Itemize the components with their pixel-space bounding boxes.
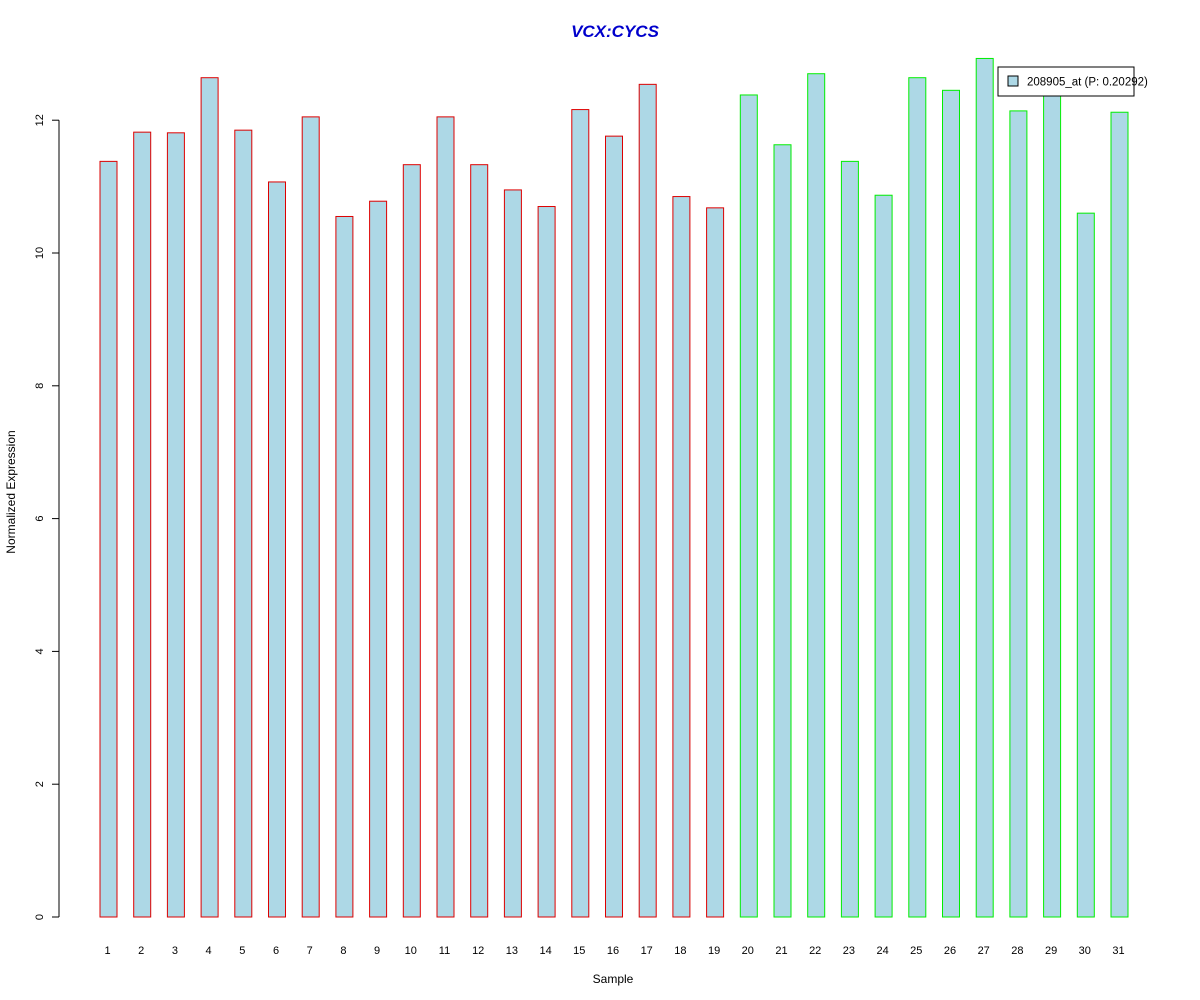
bar-sample-11 [436, 116, 455, 918]
x-tick-label: 3 [172, 945, 178, 957]
x-tick-label: 1 [104, 945, 110, 957]
bar-sample-29 [1043, 93, 1062, 918]
x-tick-label: 22 [809, 945, 821, 957]
x-tick-label: 20 [742, 945, 754, 957]
x-tick-label: 8 [340, 945, 346, 957]
bar-sample-30 [1076, 212, 1095, 918]
x-tick-label: 6 [273, 945, 279, 957]
legend-label: 208905_at (P: 0.20292) [1027, 77, 1148, 89]
y-tick-label: 2 [34, 781, 46, 787]
bar-sample-27 [975, 57, 994, 918]
x-tick-label: 26 [944, 945, 956, 957]
bar-sample-23 [840, 160, 859, 918]
x-tick-label: 19 [708, 945, 720, 957]
x-tick-labels: 1 2 3 4 5 6 7 8 9 10 11 12 13 14 15 16 17 18 19 20 21 22 23 24 2… [104, 945, 1124, 957]
bar-sample-20 [739, 94, 758, 918]
bar-sample-18 [672, 196, 691, 918]
chart-title: VCX:CYCS [571, 22, 660, 41]
x-tick-label: 2 [138, 945, 144, 957]
x-tick-label: 18 [674, 945, 686, 957]
y-tick-label: 10 [34, 247, 46, 259]
bar-sample-8 [335, 215, 354, 918]
bar-sample-9 [369, 200, 388, 918]
y-tick-label: 12 [34, 114, 46, 126]
x-tick-label: 23 [843, 945, 855, 957]
x-tick-label: 27 [978, 945, 990, 957]
y-tick-label: 8 [34, 383, 46, 389]
x-tick-label: 12 [472, 945, 484, 957]
bar-sample-14 [537, 206, 556, 918]
y-tick-label: 4 [34, 648, 46, 654]
bar-sample-31 [1110, 111, 1129, 918]
bar-sample-24 [874, 194, 893, 918]
x-tick-label: 25 [910, 945, 922, 957]
bar-sample-17 [638, 83, 657, 918]
x-tick-label: 13 [506, 945, 518, 957]
bar-sample-13 [503, 189, 522, 918]
bar-sample-4 [200, 77, 219, 918]
x-tick-label: 16 [607, 945, 619, 957]
bar-sample-22 [807, 73, 826, 918]
x-tick-label: 7 [307, 945, 313, 957]
x-tick-label: 24 [876, 945, 888, 957]
x-tick-label: 30 [1079, 945, 1091, 957]
bar-sample-26 [942, 89, 960, 918]
x-tick-label: 28 [1011, 945, 1023, 957]
legend-swatch [1007, 75, 1019, 87]
y-tick-label: 6 [34, 516, 46, 522]
x-tick-label: 29 [1045, 945, 1057, 957]
x-axis-label: Sample [593, 972, 634, 986]
bar-sample-16 [605, 135, 623, 918]
bar-sample-28 [1009, 110, 1028, 918]
y-tick-label: 0 [34, 914, 46, 920]
bar-sample-7 [301, 116, 320, 918]
legend: 208905_at (P: 0.20292) [997, 66, 1148, 97]
x-tick-label: 5 [239, 945, 245, 957]
x-tick-label: 14 [539, 945, 551, 957]
bar-sample-3 [166, 132, 185, 918]
x-tick-label: 31 [1112, 945, 1124, 957]
x-tick-label: 4 [206, 945, 212, 957]
bar-sample-15 [571, 109, 590, 918]
bar-sample-10 [402, 164, 421, 918]
x-tick-label: 17 [641, 945, 653, 957]
x-tick-label: 10 [405, 945, 417, 957]
bar-sample-6 [268, 181, 286, 918]
bar-sample-5 [234, 129, 253, 918]
x-tick-label: 9 [374, 945, 380, 957]
bar-sample-12 [470, 164, 489, 918]
y-axis: 0 2 4 6 8 10 12 [34, 114, 60, 920]
bar-sample-19 [706, 207, 725, 918]
bar-sample-1 [99, 160, 118, 918]
x-tick-label: 15 [573, 945, 585, 957]
legend-box [997, 66, 1135, 97]
bar-sample-21 [773, 144, 792, 918]
bars-group [99, 57, 1129, 918]
bar-sample-2 [133, 131, 152, 918]
y-axis-label: Normalized Expression [4, 430, 18, 553]
x-tick-label: 11 [439, 945, 450, 957]
bar-sample-25 [908, 77, 927, 918]
x-tick-label: 21 [775, 945, 787, 957]
